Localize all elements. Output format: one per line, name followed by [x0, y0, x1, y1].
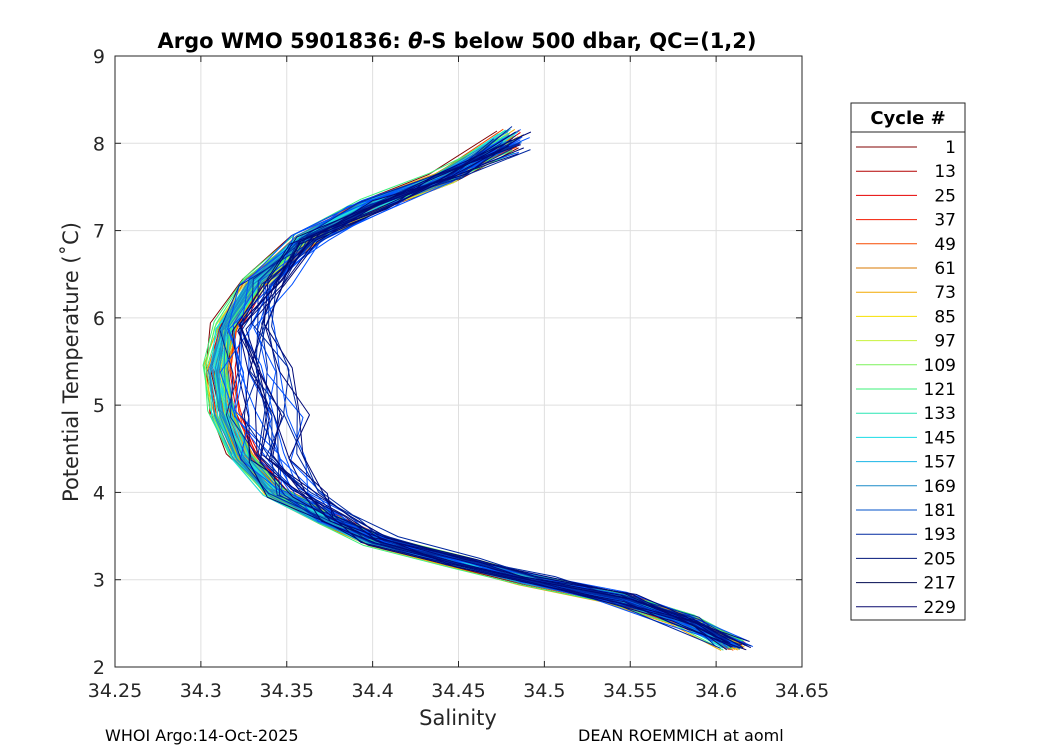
profile-line: [239, 134, 750, 642]
legend-label: 157: [924, 453, 956, 473]
legend-label: 181: [924, 501, 956, 521]
profile-line: [237, 139, 747, 651]
legend-label: 37: [934, 211, 956, 231]
x-tick-label: 34.4: [351, 680, 393, 702]
legend-label: 49: [934, 235, 956, 255]
profile-line: [248, 145, 733, 648]
legend-label: 229: [924, 598, 956, 618]
legend-label: 145: [924, 428, 956, 448]
y-axis-label: Potential Temperature (˚C): [59, 222, 83, 502]
x-tick-label: 34.5: [523, 680, 565, 702]
y-tick-label: 7: [93, 221, 105, 243]
legend-label: 1: [945, 138, 956, 158]
chart-title-post: -S below 500 dbar, QC=(1,2): [423, 29, 757, 53]
x-tick-label: 34.55: [603, 680, 657, 702]
profiles-group: [202, 126, 754, 651]
legend-title: Cycle #: [870, 108, 945, 129]
x-tick-label: 34.3: [180, 680, 222, 702]
profile-line: [238, 147, 752, 649]
y-tick-label: 5: [93, 395, 105, 417]
x-tick-label: 34.6: [695, 680, 737, 702]
profile-line: [263, 144, 729, 644]
legend-label: 73: [934, 283, 956, 303]
legend-label: 121: [924, 380, 956, 400]
legend-label: 61: [934, 259, 956, 279]
y-tick-label: 9: [93, 46, 105, 68]
profile-line: [225, 135, 752, 647]
legend-label: 205: [924, 549, 956, 569]
footer-right: DEAN ROEMMICH at aoml: [578, 726, 784, 745]
y-tick-label: 8: [93, 133, 105, 155]
legend-label: 193: [924, 525, 956, 545]
legend-label: 133: [924, 404, 956, 424]
legend-label: 169: [924, 477, 956, 497]
x-tick-label: 34.45: [431, 680, 485, 702]
chart-title-theta: θ: [408, 29, 422, 53]
legend-label: 97: [934, 332, 956, 352]
y-tick-label: 4: [93, 482, 105, 504]
legend-label: 13: [934, 162, 956, 182]
y-tick-label: 2: [93, 657, 105, 679]
axis-ticks: 34.25 34.3 34.35 34.4 34.45 34.5 34.55 34.6 34.6…: [88, 46, 829, 702]
legend-label: 109: [924, 356, 956, 376]
x-tick-label: 34.65: [775, 680, 829, 702]
y-tick-label: 3: [93, 570, 105, 592]
legend-label: 85: [934, 307, 956, 327]
chart-title-pre: Argo WMO 5901836:: [157, 29, 408, 53]
legend-label: 217: [924, 574, 956, 594]
y-tick-label: 6: [93, 308, 105, 330]
x-axis-label: Salinity: [419, 706, 497, 730]
footer-left: WHOI Argo:14-Oct-2025: [105, 726, 299, 745]
chart-title: Argo WMO 5901836: θ-S below 500 dbar, QC…: [157, 29, 756, 53]
x-tick-label: 34.35: [260, 680, 314, 702]
legend-label: 25: [934, 186, 956, 206]
legend: Cycle # 1 13 25 37 49 61 73 85 97 109 121 133 145 157…: [850, 102, 966, 621]
x-tick-label: 34.25: [88, 680, 142, 702]
